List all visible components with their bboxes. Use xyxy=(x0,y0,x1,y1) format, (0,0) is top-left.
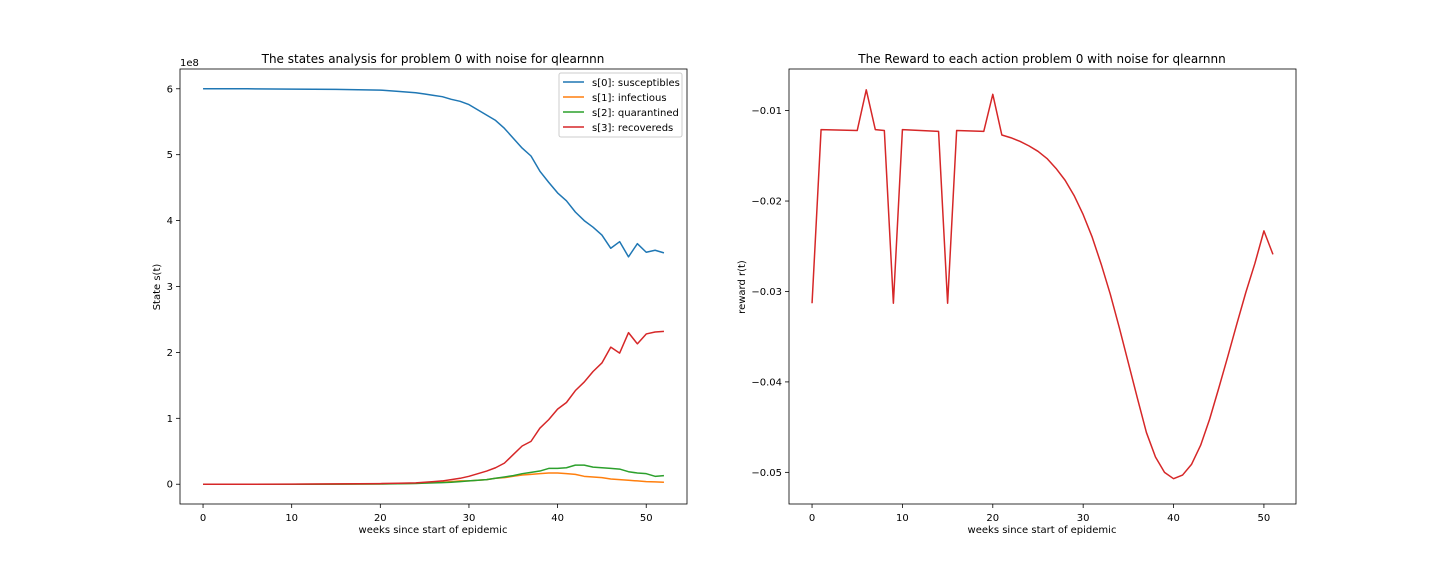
legend-label-s3: s[3]: recovereds xyxy=(592,123,673,134)
y-tick-label: 6 xyxy=(167,84,173,95)
legend-label-s0: s[0]: susceptibles xyxy=(592,78,680,89)
axis-ticks: 0 10 20 30 40 50 0 1 2 3 4 5 6 xyxy=(167,84,653,524)
y-tick-label: −0.02 xyxy=(751,197,782,208)
x-tick-label: 40 xyxy=(1167,513,1180,524)
plot-frame xyxy=(788,68,1297,505)
legend: s[0]: susceptibles s[1]: infectious s[2]… xyxy=(558,72,683,138)
series-lines xyxy=(811,89,1274,480)
x-tick-label: 40 xyxy=(551,513,564,524)
series-line-3 xyxy=(203,330,665,485)
y-tick-label: −0.05 xyxy=(751,468,782,479)
x-tick-label: 0 xyxy=(809,513,815,524)
x-tick-label: 0 xyxy=(200,513,206,524)
offset-label: 1e8 xyxy=(180,58,199,69)
reward-chart: The Reward to each action problem 0 with… xyxy=(737,52,1297,536)
y-axis-label: State s(t) xyxy=(152,264,163,311)
x-tick-label: 10 xyxy=(285,513,298,524)
y-tick-label: 0 xyxy=(167,480,173,491)
x-tick-label: 20 xyxy=(986,513,999,524)
series-line-0 xyxy=(203,88,665,258)
y-tick-label: 1 xyxy=(167,414,173,425)
x-axis-label: weeks since start of epidemic xyxy=(359,525,508,536)
x-tick-label: 20 xyxy=(374,513,387,524)
chart-title: The states analysis for problem 0 with n… xyxy=(261,52,605,66)
states-chart: The states analysis for problem 0 with n… xyxy=(152,52,688,536)
x-axis-label: weeks since start of epidemic xyxy=(968,525,1117,536)
y-tick-label: 4 xyxy=(167,216,173,227)
legend-label-s2: s[2]: quarantined xyxy=(592,108,679,119)
x-tick-label: 30 xyxy=(463,513,476,524)
x-tick-label: 50 xyxy=(1258,513,1271,524)
x-tick-label: 50 xyxy=(640,513,653,524)
legend-box xyxy=(558,72,683,138)
y-tick-label: −0.03 xyxy=(751,287,782,298)
x-tick-label: 10 xyxy=(896,513,909,524)
y-tick-label: 3 xyxy=(167,282,173,293)
series-line-0 xyxy=(811,89,1274,480)
plot-frame xyxy=(179,68,688,505)
y-tick-label: 2 xyxy=(167,348,173,359)
y-tick-label: −0.04 xyxy=(751,377,782,388)
chart-title: The Reward to each action problem 0 with… xyxy=(857,52,1225,66)
y-axis-label: reward r(t) xyxy=(737,260,748,314)
legend-label-s1: s[1]: infectious xyxy=(592,93,667,104)
axis-ticks: 0 10 20 30 40 50 −0.05 −0.04 −0.03 −0.02 −0.01 xyxy=(751,106,1270,524)
series-lines xyxy=(203,88,665,485)
y-tick-label: −0.01 xyxy=(751,106,782,117)
x-tick-label: 30 xyxy=(1077,513,1090,524)
y-tick-label: 5 xyxy=(167,150,173,161)
